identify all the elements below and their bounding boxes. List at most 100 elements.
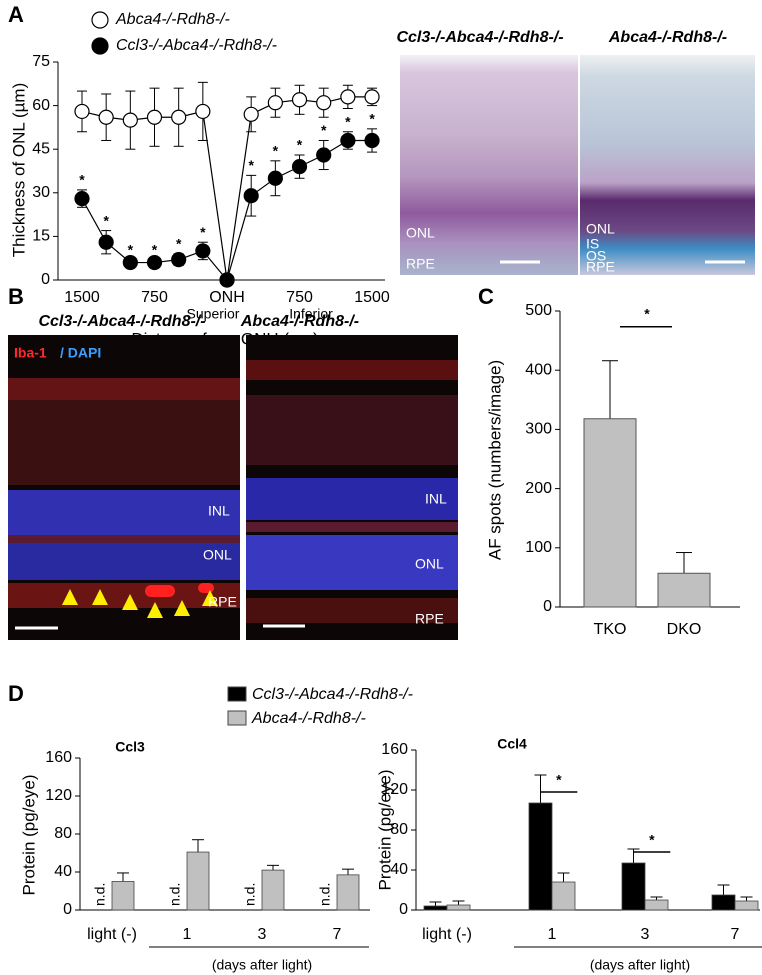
y-tick-label: 0 (543, 598, 552, 615)
significance-mark: * (103, 212, 109, 228)
y-tick-label: 30 (32, 184, 50, 201)
bar (551, 881, 576, 911)
bar (621, 862, 646, 911)
fluorescence-image (246, 335, 458, 640)
layer-label: INL (425, 491, 447, 507)
significance-mark: * (200, 224, 206, 240)
bar (734, 900, 759, 911)
data-point (243, 188, 259, 204)
y-tick-label: 100 (525, 539, 552, 556)
error-bar (557, 872, 570, 882)
image-title: Abca4-/-Rdh8-/- (608, 29, 727, 46)
layer-label: RPE (586, 259, 615, 275)
legend-label: Ccl3-/-Abca4-/-Rdh8-/- (252, 686, 413, 703)
x-tick-label: 1 (183, 926, 192, 943)
value-label: n.d. (92, 883, 108, 906)
data-point (364, 89, 380, 105)
region-label: Superior (187, 306, 240, 322)
data-point (195, 243, 211, 259)
chart-title: Ccl4 (497, 736, 527, 752)
error-bar (267, 864, 279, 871)
data-point (74, 191, 90, 207)
legend-marker (91, 37, 109, 55)
data-point (171, 109, 187, 125)
y-tick-label: 45 (32, 140, 50, 157)
bar (446, 904, 471, 911)
x-tick-label: 7 (333, 926, 342, 943)
data-point (267, 95, 283, 111)
significance-mark: * (152, 241, 158, 257)
x-tick-label: light (-) (422, 926, 472, 943)
data-point (267, 170, 283, 186)
error-bar (534, 774, 547, 803)
panel-label: C (478, 284, 494, 309)
data-point (291, 92, 308, 108)
value-label: n.d. (242, 883, 258, 906)
x-tick-label: TKO (594, 621, 627, 638)
significance-mark: * (369, 111, 375, 127)
stain-label: / DAPI (60, 345, 101, 361)
layer-label: ONL (415, 556, 444, 572)
y-tick-label: 160 (45, 749, 72, 766)
y-axis-label: Protein (pg/eye) (375, 770, 394, 891)
error-bar (740, 896, 753, 901)
data-point (243, 106, 259, 122)
error-bar (676, 552, 692, 574)
y-tick-label: 75 (32, 53, 50, 70)
x-axis-label: (days after light) (212, 957, 312, 973)
y-axis-label: Thickness of ONL (µm) (9, 83, 28, 257)
y-tick-label: 500 (525, 302, 552, 319)
chart-title: Ccl3 (115, 739, 145, 755)
error-bar (452, 900, 465, 905)
image-title: Ccl3-/-Abca4-/-Rdh8-/- (38, 313, 205, 330)
legend-swatch (227, 686, 247, 702)
legend-label: Abca4-/-Rdh8-/- (115, 11, 230, 28)
x-tick-label: ONH (209, 289, 245, 306)
histology-image (580, 55, 755, 275)
layer-label: RPE (415, 611, 444, 627)
bar (644, 899, 669, 911)
y-tick-label: 0 (399, 901, 408, 918)
panel-label: B (8, 284, 24, 309)
layer-label: RPE (208, 594, 237, 610)
x-tick-label: 3 (641, 926, 650, 943)
bar (711, 894, 736, 911)
data-point (146, 254, 163, 271)
significance-mark: * (128, 241, 134, 257)
y-tick-label: 80 (54, 825, 72, 842)
y-tick-label: 0 (41, 271, 50, 288)
y-tick-label: 15 (32, 228, 50, 245)
layer-label: OS (586, 248, 606, 264)
x-axis-label: (days after light) (590, 957, 690, 973)
x-tick-label: 7 (731, 926, 740, 943)
data-point (146, 109, 163, 125)
y-tick-label: 200 (525, 480, 552, 497)
y-tick-label: 40 (54, 863, 72, 880)
data-point (316, 95, 332, 111)
significance-mark: * (321, 122, 327, 138)
region-label: Inferior (289, 306, 333, 322)
layer-label: RPE (406, 256, 435, 272)
legend-label: Ccl3-/-Abca4-/-Rdh8-/- (116, 37, 277, 54)
error-bar (602, 360, 618, 419)
significance-mark: * (176, 236, 182, 252)
error-bar (342, 868, 354, 875)
panel-labels: A B C D (8, 2, 494, 706)
bar (423, 905, 448, 911)
layer-label: IS (586, 236, 599, 252)
data-point (340, 132, 356, 149)
y-tick-label: 120 (381, 781, 408, 798)
x-tick-label: DKO (667, 621, 702, 638)
significance-mark: * (273, 143, 279, 159)
x-tick-label: 1 (548, 926, 557, 943)
error-bar (650, 896, 663, 900)
data-point (74, 103, 90, 120)
data-point (122, 112, 138, 128)
image-title: Ccl3-/-Abca4-/-Rdh8-/- (396, 29, 563, 46)
bar (261, 869, 285, 911)
panel-label: A (8, 2, 24, 27)
y-tick-label: 300 (525, 421, 552, 438)
bar (336, 874, 360, 911)
x-tick-label: 3 (258, 926, 267, 943)
